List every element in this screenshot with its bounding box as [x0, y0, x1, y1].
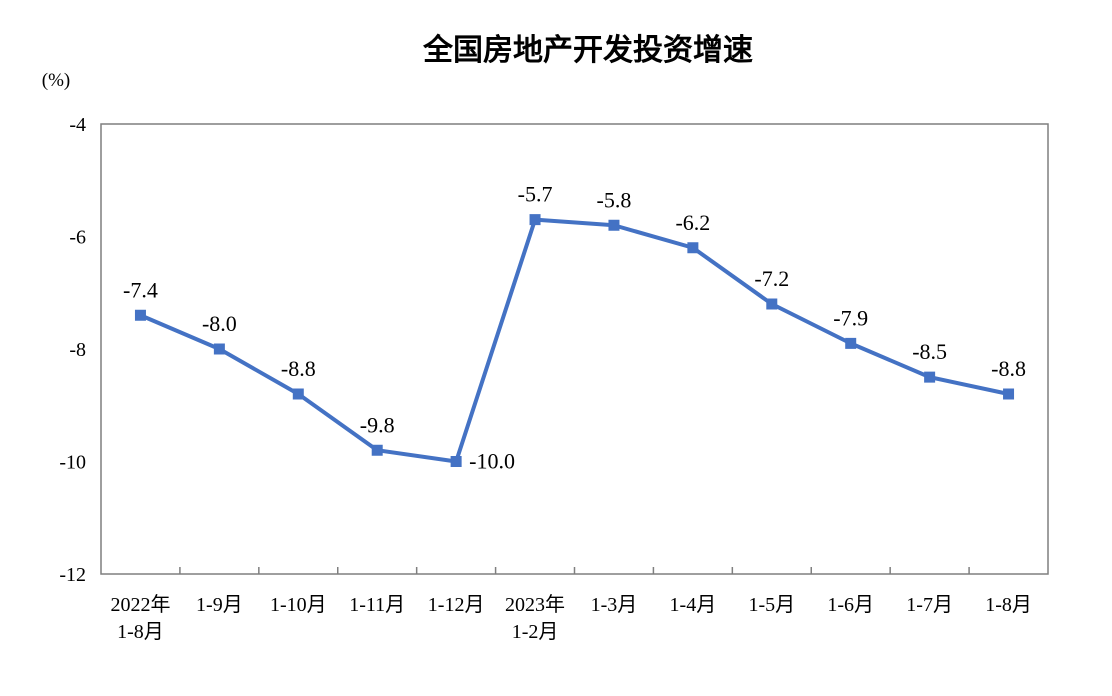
chart-title: 全国房地产开发投资增速 — [422, 33, 753, 67]
x-tick-label: 1-12月 — [428, 594, 485, 616]
y-tick-label: -4 — [69, 114, 86, 136]
y-axis-ticks: -4 -6 -8 -10 -12 — [59, 114, 86, 586]
y-tick-label: -10 — [59, 452, 86, 474]
y-tick-label: -8 — [69, 339, 86, 361]
x-tick-label: 1-7月 — [906, 594, 953, 616]
data-label: -7.9 — [833, 305, 868, 330]
data-label: -9.8 — [360, 412, 395, 437]
x-tick-label: 2023年 — [505, 593, 565, 616]
data-labels: -7.4 -8.0 -8.8 -9.8 -10.0 -5.7 -5.8 -6.2 -7.2 -7.… — [123, 182, 1026, 474]
data-label: -5.7 — [518, 182, 553, 207]
data-point-marker — [134, 309, 146, 321]
x-tick-label: 1-8月 — [117, 621, 164, 643]
x-tick-label: 1-10月 — [270, 594, 327, 616]
x-tick-label: 1-11月 — [349, 594, 405, 616]
series-line — [139, 217, 1009, 464]
x-axis-ticks: 2022年 1-8月 1-9月 1-10月 1-11月 1-12月 2023年 1-2月 1-3… — [110, 567, 1032, 643]
data-label: -8.0 — [202, 311, 237, 336]
x-tick-label: 1-2月 — [512, 621, 559, 643]
plot-area-frame — [100, 123, 1049, 575]
y-tick-label: -6 — [69, 227, 86, 249]
data-label: -5.8 — [597, 187, 632, 212]
x-tick-label: 2022年 — [110, 593, 170, 616]
data-point-marker — [292, 388, 304, 400]
data-point-marker — [766, 298, 778, 310]
data-point-marker — [1003, 388, 1015, 400]
x-tick-label: 1-3月 — [591, 594, 638, 616]
data-point-marker — [529, 214, 541, 226]
x-tick-label: 1-8月 — [985, 594, 1032, 616]
data-label: -8.8 — [281, 356, 316, 381]
x-tick-label: 1-5月 — [748, 594, 795, 616]
x-tick-label: 1-6月 — [827, 594, 874, 616]
y-axis-unit: (%) — [42, 70, 70, 91]
data-label: -7.2 — [754, 266, 789, 291]
x-tick-label: 1-4月 — [670, 594, 717, 616]
data-point-marker — [213, 343, 225, 355]
x-tick-label: 1-9月 — [196, 594, 243, 616]
data-label: -7.4 — [123, 277, 158, 302]
data-label: -6.2 — [675, 210, 710, 235]
data-point-marker — [450, 456, 462, 467]
data-label: -8.5 — [912, 339, 947, 364]
data-point-marker — [924, 371, 936, 383]
data-point-marker — [608, 219, 620, 231]
data-point-marker — [845, 337, 857, 349]
data-point-marker — [687, 242, 699, 254]
data-label: -8.8 — [991, 356, 1026, 381]
data-point-marker — [371, 444, 383, 456]
data-label: -10.0 — [469, 449, 515, 474]
series-group — [134, 214, 1015, 467]
y-tick-label: -12 — [59, 564, 86, 586]
